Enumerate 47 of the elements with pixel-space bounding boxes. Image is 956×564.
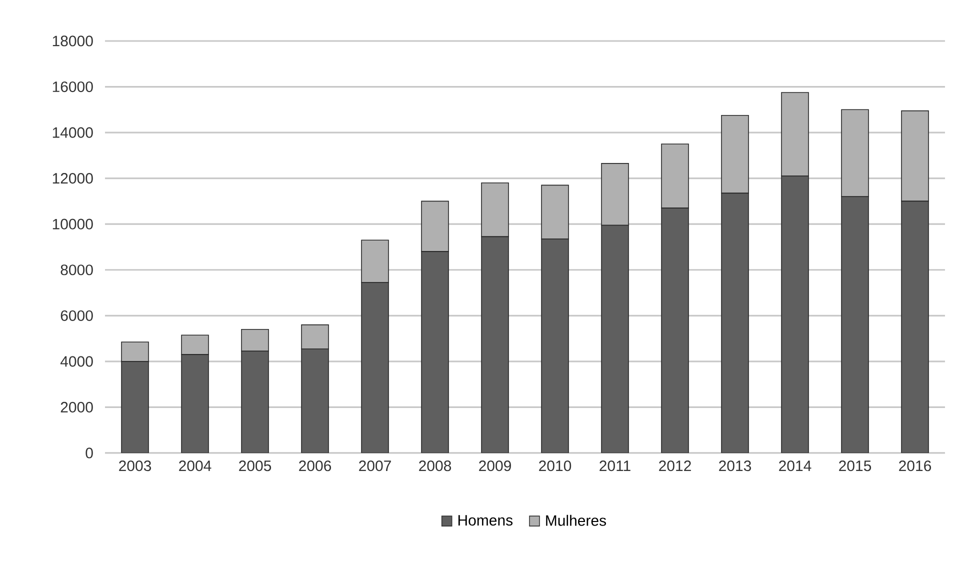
- bar: [421, 200, 449, 252]
- x-tick-label: 2013: [719, 460, 752, 472]
- x-tick-label: 2011: [600, 460, 630, 472]
- y-tick-label: 10000: [52, 218, 93, 230]
- bar: [901, 200, 929, 453]
- y-tick-label: 14000: [52, 127, 93, 138]
- bar: [541, 184, 569, 240]
- x-tick-label: 2014: [779, 460, 812, 472]
- legend-label: Mulheres: [546, 514, 606, 526]
- x-tick-label: 2012: [659, 460, 691, 472]
- bar: [181, 334, 209, 355]
- x-tick-label: 2007: [359, 460, 391, 472]
- bar: [241, 350, 269, 453]
- x-tick-label: 2009: [479, 460, 511, 472]
- x-tick-label: 2010: [539, 460, 572, 472]
- x-tick-label: 2004: [179, 460, 212, 472]
- x-tick-label: 2008: [419, 460, 452, 472]
- y-tick-label: 0: [86, 448, 93, 458]
- x-tick-label: 2005: [239, 460, 272, 472]
- bar: [781, 176, 809, 453]
- bar: [421, 251, 449, 453]
- bar: [301, 348, 329, 453]
- bar: [481, 236, 509, 453]
- bar: [541, 238, 569, 453]
- bar: [301, 324, 329, 350]
- x-tick-label: 2006: [299, 460, 332, 472]
- y-tick-label: 12000: [52, 173, 93, 184]
- bar: [181, 354, 209, 453]
- x-tick-label: 2015: [839, 460, 872, 472]
- bar: [241, 328, 269, 352]
- y-tick-label: 18000: [52, 36, 93, 46]
- bar: [121, 361, 149, 453]
- bar: [361, 240, 389, 283]
- y-tick-label: 16000: [52, 81, 93, 92]
- x-tick-label: 2016: [899, 460, 932, 472]
- y-tick-label: 2000: [60, 402, 93, 413]
- bar: [601, 224, 629, 453]
- y-tick-label: 6000: [60, 310, 93, 321]
- bar: [841, 196, 869, 453]
- bar: [661, 208, 689, 453]
- bar: [361, 282, 389, 453]
- legend-label: Homens: [458, 515, 513, 526]
- x-tick-label: 2003: [119, 460, 152, 472]
- bar: [721, 192, 749, 453]
- y-tick-label: 4000: [60, 356, 93, 367]
- y-tick-label: 8000: [60, 264, 93, 276]
- bar: [481, 182, 509, 238]
